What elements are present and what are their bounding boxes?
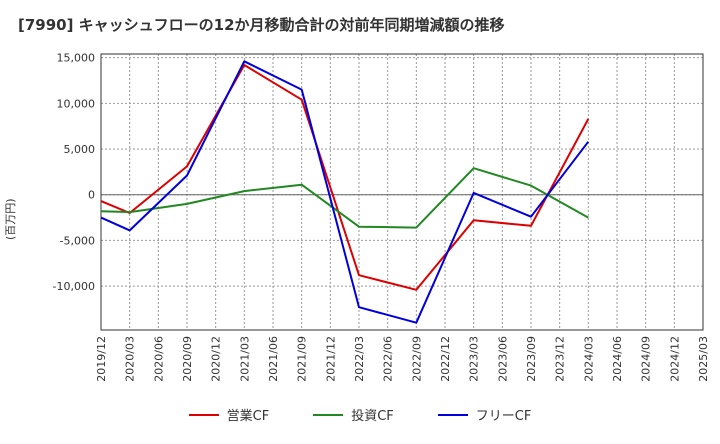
x-tick-label: 2020/06 — [152, 336, 165, 382]
legend-label-free-cf: フリーCF — [475, 409, 532, 424]
x-tick-label: 2023/12 — [554, 336, 567, 382]
x-tick-label: 2022/09 — [410, 336, 423, 382]
x-tick-label: 2022/03 — [353, 336, 366, 382]
y-tick-label: 15,000 — [57, 52, 96, 65]
x-tick-label: 2024/12 — [668, 336, 681, 382]
series-line-investing-cf — [100, 167, 589, 229]
x-tick-label: 2023/09 — [525, 336, 538, 382]
x-tick-label: 2023/06 — [496, 336, 509, 382]
series-line-operating-cf — [100, 64, 590, 291]
y-tick-label: 10,000 — [57, 97, 96, 110]
x-tick-label: 2022/06 — [382, 336, 395, 382]
chart-title: [7990] キャッシュフローの12か月移動合計の対前年同期増減額の推移 — [18, 16, 505, 34]
legend-swatch-investing-cf — [313, 413, 344, 416]
series-line-free-cf — [100, 60, 590, 324]
legend-label-investing-cf: 投資CF — [351, 409, 394, 424]
x-tick-label: 2019/12 — [95, 336, 108, 382]
x-tick-label: 2020/12 — [210, 336, 223, 382]
x-tick-label: 2024/09 — [640, 336, 653, 382]
y-axis-unit-label: (百万円) — [4, 198, 17, 240]
legend-item-investing-cf: 投資CF — [313, 405, 394, 424]
legend-swatch-operating-cf — [188, 413, 219, 416]
x-tick-label: 2024/06 — [611, 336, 624, 382]
x-tick-label: 2021/12 — [324, 336, 337, 382]
x-tick-label: 2021/09 — [296, 336, 309, 382]
plot-area-frame — [100, 53, 704, 331]
x-tick-label: 2024/03 — [582, 336, 595, 382]
y-tick-label: -5,000 — [60, 234, 95, 247]
legend-label-operating-cf: 営業CF — [226, 409, 270, 424]
x-tick-label: 2020/09 — [181, 336, 194, 382]
y-tick-label: 0 — [88, 189, 95, 202]
x-tick-label: 2021/06 — [267, 336, 280, 382]
legend-swatch-free-cf — [437, 413, 468, 416]
legend-item-free-cf: フリーCF — [437, 405, 532, 424]
x-tick-label: 2020/03 — [124, 336, 137, 382]
legend-item-operating-cf: 営業CF — [188, 405, 270, 424]
y-tick-label: -10,000 — [53, 280, 95, 293]
x-tick-label: 2022/12 — [439, 336, 452, 382]
x-tick-label: 2023/03 — [468, 336, 481, 382]
x-tick-label: 2025/03 — [697, 336, 710, 382]
x-tick-label: 2021/03 — [238, 336, 251, 382]
y-tick-label: 5,000 — [64, 143, 96, 156]
legend: 営業CF 投資CF フリーCF — [0, 405, 720, 424]
